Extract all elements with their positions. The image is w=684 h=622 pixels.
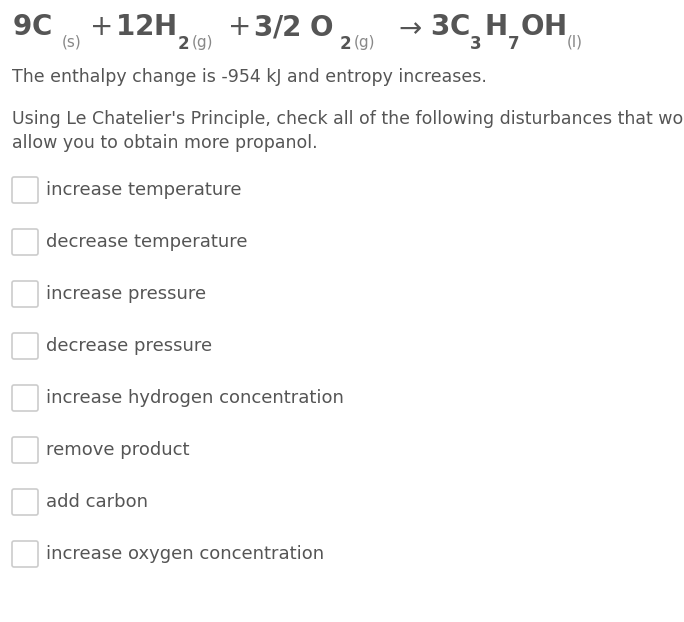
Text: $\mathbf{12H}$: $\mathbf{12H}$: [115, 13, 176, 41]
Text: 2: 2: [340, 35, 352, 53]
Text: (l): (l): [567, 34, 583, 50]
FancyBboxPatch shape: [12, 333, 38, 359]
Text: $\mathbf{3C}$: $\mathbf{3C}$: [430, 13, 470, 41]
FancyBboxPatch shape: [12, 177, 38, 203]
Text: $\mathbf{3/2\ O}$: $\mathbf{3/2\ O}$: [253, 13, 334, 41]
FancyBboxPatch shape: [12, 437, 38, 463]
Text: 2: 2: [178, 35, 189, 53]
Text: +: +: [90, 13, 114, 41]
Text: (g): (g): [354, 34, 376, 50]
Text: decrease temperature: decrease temperature: [46, 233, 248, 251]
FancyBboxPatch shape: [12, 281, 38, 307]
Text: increase temperature: increase temperature: [46, 181, 241, 199]
FancyBboxPatch shape: [12, 385, 38, 411]
Text: +: +: [228, 13, 252, 41]
Text: (s): (s): [62, 34, 82, 50]
Text: remove product: remove product: [46, 441, 189, 459]
FancyBboxPatch shape: [12, 489, 38, 515]
Text: $\rightarrow$: $\rightarrow$: [393, 13, 422, 41]
FancyBboxPatch shape: [12, 229, 38, 255]
Text: $\mathbf{OH}$: $\mathbf{OH}$: [520, 13, 566, 41]
FancyBboxPatch shape: [12, 541, 38, 567]
Text: increase pressure: increase pressure: [46, 285, 206, 303]
Text: add carbon: add carbon: [46, 493, 148, 511]
Text: increase hydrogen concentration: increase hydrogen concentration: [46, 389, 344, 407]
Text: The enthalpy change is -954 kJ and entropy increases.: The enthalpy change is -954 kJ and entro…: [12, 68, 487, 86]
Text: increase oxygen concentration: increase oxygen concentration: [46, 545, 324, 563]
Text: (g): (g): [192, 34, 213, 50]
Text: decrease pressure: decrease pressure: [46, 337, 212, 355]
Text: Using Le Chatelier's Principle, check all of the following disturbances that wou: Using Le Chatelier's Principle, check al…: [12, 110, 684, 152]
Text: 3: 3: [470, 35, 482, 53]
Text: $\mathbf{9C}$: $\mathbf{9C}$: [12, 13, 52, 41]
Text: $\mathbf{H}$: $\mathbf{H}$: [484, 13, 507, 41]
Text: 7: 7: [508, 35, 520, 53]
